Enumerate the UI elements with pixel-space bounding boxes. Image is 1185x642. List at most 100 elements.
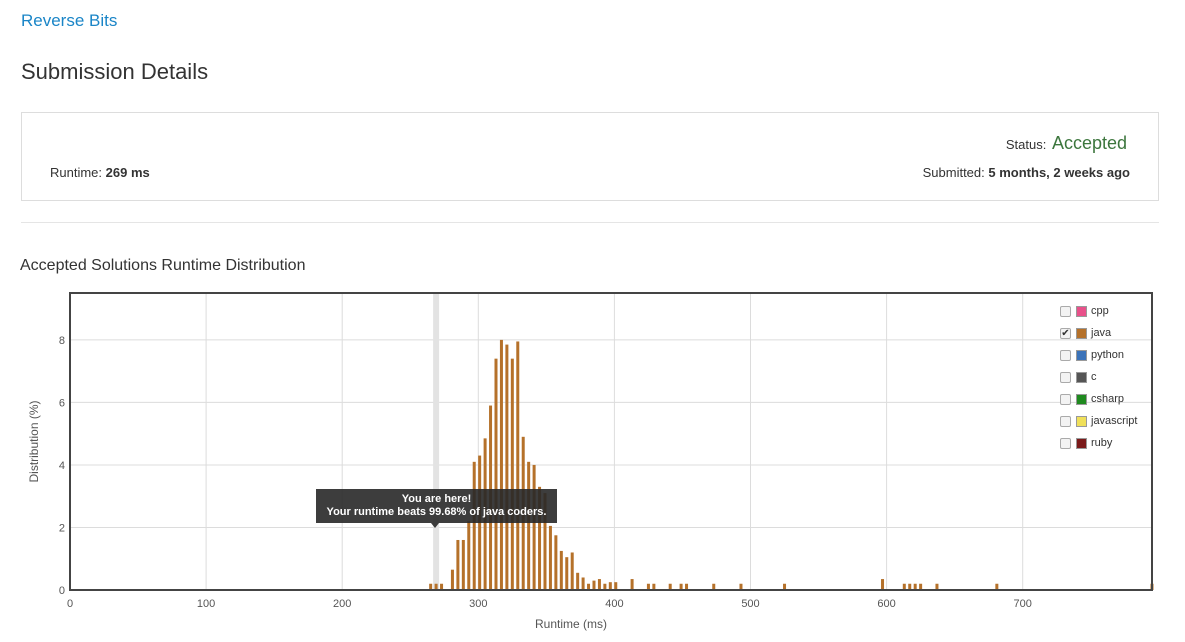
bar	[570, 552, 574, 590]
page-title: Submission Details	[21, 59, 209, 84]
legend-checkbox-javascript[interactable]	[1060, 415, 1071, 427]
status-line: Status: Accepted	[1006, 133, 1127, 154]
x-tick-label: 200	[333, 598, 351, 610]
bar	[668, 583, 672, 590]
legend-label: cpp	[1091, 305, 1109, 317]
bar	[597, 579, 601, 590]
bar	[543, 493, 547, 590]
bar	[739, 583, 743, 590]
x-tick-label: 300	[469, 598, 487, 610]
bar	[581, 577, 585, 590]
status-value[interactable]: Accepted	[1051, 133, 1127, 153]
problem-title-link[interactable]: Reverse Bits	[21, 11, 118, 30]
legend-label: javascript	[1091, 415, 1138, 427]
y-axis-label: Distribution (%)	[27, 400, 41, 482]
bar	[783, 583, 787, 590]
legend-checkbox-java[interactable]: ✔	[1060, 327, 1071, 339]
legend-checkbox-python[interactable]	[1060, 349, 1071, 361]
bar	[587, 583, 591, 590]
x-tick-label: 600	[877, 598, 895, 610]
submitted-value: 5 months, 2 weeks ago	[988, 165, 1130, 180]
bar	[614, 582, 618, 590]
bar	[608, 582, 612, 590]
bar	[538, 486, 542, 590]
runtime-value: 269 ms	[105, 165, 150, 180]
bar	[505, 344, 509, 590]
bar	[527, 461, 531, 590]
x-tick-label: 700	[1014, 598, 1032, 610]
x-tick-label: 400	[605, 598, 623, 610]
bar	[456, 539, 460, 590]
bar	[935, 583, 939, 590]
bar	[434, 583, 438, 590]
submitted-line: Submitted: 5 months, 2 weeks ago	[923, 165, 1130, 180]
legend-item-csharp[interactable]: csharp	[1060, 388, 1137, 410]
submitted-label: Submitted:	[922, 165, 985, 180]
divider	[21, 222, 1159, 223]
legend-item-c[interactable]: c	[1060, 366, 1137, 388]
bar	[902, 583, 906, 590]
bar	[548, 525, 552, 590]
runtime-label: Runtime:	[50, 165, 103, 180]
y-tick-label: 0	[59, 585, 65, 597]
x-tick-label: 100	[197, 598, 215, 610]
bar	[440, 583, 444, 590]
bar	[559, 550, 563, 590]
legend-swatch-csharp	[1076, 393, 1087, 405]
bar	[499, 339, 503, 590]
legend-checkbox-ruby[interactable]	[1060, 437, 1071, 449]
bar	[532, 464, 536, 590]
bar	[919, 583, 923, 590]
legend-label: ruby	[1091, 437, 1113, 449]
bar	[630, 579, 634, 590]
tooltip-line2: Your runtime beats 99.68% of java coders…	[326, 506, 547, 518]
runtime-distribution-chart: 0 100 200 300 400 500 600 700 0 2 4 6 8 Runtime (ms) D…	[27, 292, 1154, 631]
legend-item-cpp[interactable]: cpp	[1060, 300, 1137, 322]
current-runtime-band	[433, 293, 440, 590]
legend-label: java	[1091, 327, 1112, 339]
tooltip-arrow	[431, 523, 439, 528]
legend-swatch-c	[1076, 371, 1087, 383]
y-tick-label: 8	[59, 335, 65, 347]
bar	[913, 583, 917, 590]
legend-item-python[interactable]: python	[1060, 344, 1137, 366]
chart-legend: cpp ✔ java python c csharp javascript ruby	[1060, 300, 1137, 454]
bar	[995, 583, 999, 590]
bar	[554, 535, 558, 590]
bar	[429, 583, 433, 590]
legend-swatch-cpp	[1076, 305, 1087, 317]
runtime-line: Runtime: 269 ms	[50, 165, 150, 180]
bar	[685, 583, 689, 590]
status-label: Status:	[1005, 137, 1047, 152]
bar	[679, 583, 683, 590]
x-tick-label: 500	[741, 598, 759, 610]
legend-checkbox-csharp[interactable]	[1060, 393, 1071, 405]
x-tick-label: 0	[67, 598, 73, 610]
runtime-tooltip: You are here! Your runtime beats 99.68% …	[316, 489, 557, 523]
x-axis-label: Runtime (ms)	[535, 617, 607, 631]
bar	[881, 579, 885, 590]
bar	[494, 358, 498, 590]
legend-item-java[interactable]: ✔ java	[1060, 322, 1137, 344]
bar	[712, 583, 716, 590]
bar	[592, 580, 596, 590]
bar	[908, 583, 912, 590]
bar	[472, 461, 476, 590]
bar	[516, 341, 520, 590]
bar	[652, 583, 656, 590]
y-tick-label: 4	[59, 460, 65, 472]
legend-item-javascript[interactable]: javascript	[1060, 410, 1137, 432]
bar	[461, 539, 465, 590]
legend-checkbox-cpp[interactable]	[1060, 305, 1071, 317]
legend-label: c	[1091, 371, 1097, 383]
tooltip-line1: You are here!	[401, 493, 472, 505]
legend-swatch-java	[1076, 327, 1087, 339]
bar	[565, 557, 569, 590]
legend-item-ruby[interactable]: ruby	[1060, 432, 1137, 454]
bar	[450, 569, 454, 590]
legend-swatch-python	[1076, 349, 1087, 361]
legend-swatch-ruby	[1076, 437, 1087, 449]
bar	[576, 572, 580, 590]
y-tick-label: 6	[59, 397, 65, 409]
legend-checkbox-c[interactable]	[1060, 371, 1071, 383]
